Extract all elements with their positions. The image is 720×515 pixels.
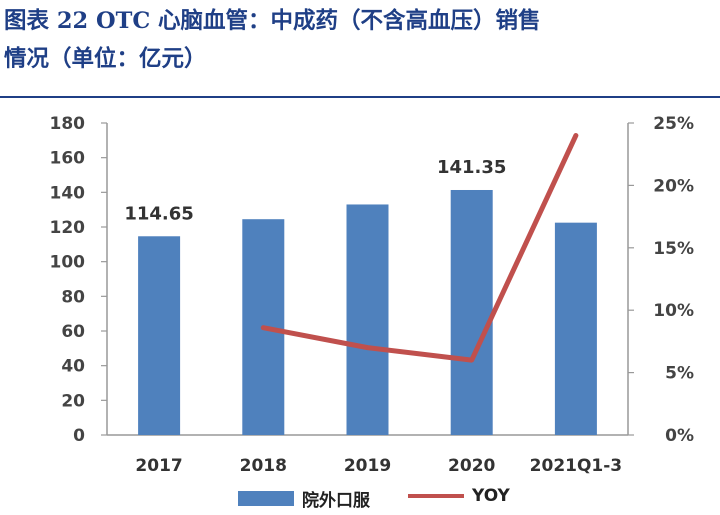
x-tick-label: 2020: [448, 456, 495, 476]
chart-title-line1: 图表 22 OTC 心脑血管：中成药（不含高血压）销售: [4, 8, 541, 34]
left-tick-label: 140: [50, 183, 86, 203]
left-tick-label: 20: [61, 391, 85, 411]
x-tick-label: 2021Q1-3: [530, 456, 622, 476]
legend-bar-swatch: [238, 491, 294, 506]
right-tick-label: 10%: [653, 301, 694, 321]
legend-bar-label: 院外口服: [302, 491, 370, 511]
bar-2021Q1-3: [554, 222, 597, 435]
legend-item-bar: 院外口服: [238, 486, 370, 511]
bar-2020: [450, 189, 493, 435]
data-label: 141.35: [437, 157, 506, 178]
left-tick-label: 60: [61, 322, 85, 342]
left-tick-label: 0: [73, 426, 85, 446]
x-tick-label: 2019: [344, 456, 391, 476]
right-tick-label: 20%: [653, 176, 694, 196]
legend-item-line: YOY: [408, 486, 510, 506]
data-label: 114.65: [124, 203, 193, 224]
right-tick-label: 15%: [653, 239, 694, 259]
legend-line-swatch: [408, 494, 464, 498]
left-tick-label: 80: [61, 287, 85, 307]
legend: 院外口服 YOY: [0, 486, 720, 514]
right-tick-label: 5%: [665, 364, 694, 384]
x-tick-label: 2018: [240, 456, 287, 476]
chart-title: 图表 22 OTC 心脑血管：中成药（不含高血压）销售 情况（单位：亿元）: [4, 2, 716, 78]
yoy-point-2020: [471, 359, 473, 361]
legend-line-label: YOY: [472, 486, 510, 506]
left-tick-label: 160: [50, 149, 86, 169]
chart-title-line2: 情况（单位：亿元）: [4, 46, 207, 72]
bar-2017: [138, 236, 181, 435]
left-tick-label: 180: [50, 114, 86, 134]
title-divider: [0, 96, 720, 98]
yoy-point-2021Q1-3: [575, 134, 577, 136]
left-tick-label: 120: [50, 218, 86, 238]
right-tick-label: 0%: [665, 426, 694, 446]
chart-area: 0 20 40 60 80 100 120 140 160 180 0% 5% 10% 15% 20% 25%…: [50, 114, 695, 476]
bar-2019: [346, 204, 389, 435]
left-tick-label: 100: [50, 253, 86, 273]
yoy-point-2018: [262, 327, 264, 329]
left-tick-label: 40: [61, 357, 85, 377]
right-tick-label: 25%: [653, 114, 694, 134]
yoy-point-2019: [367, 347, 368, 349]
x-tick-label: 2017: [135, 456, 182, 476]
yoy-line: [260, 132, 579, 363]
